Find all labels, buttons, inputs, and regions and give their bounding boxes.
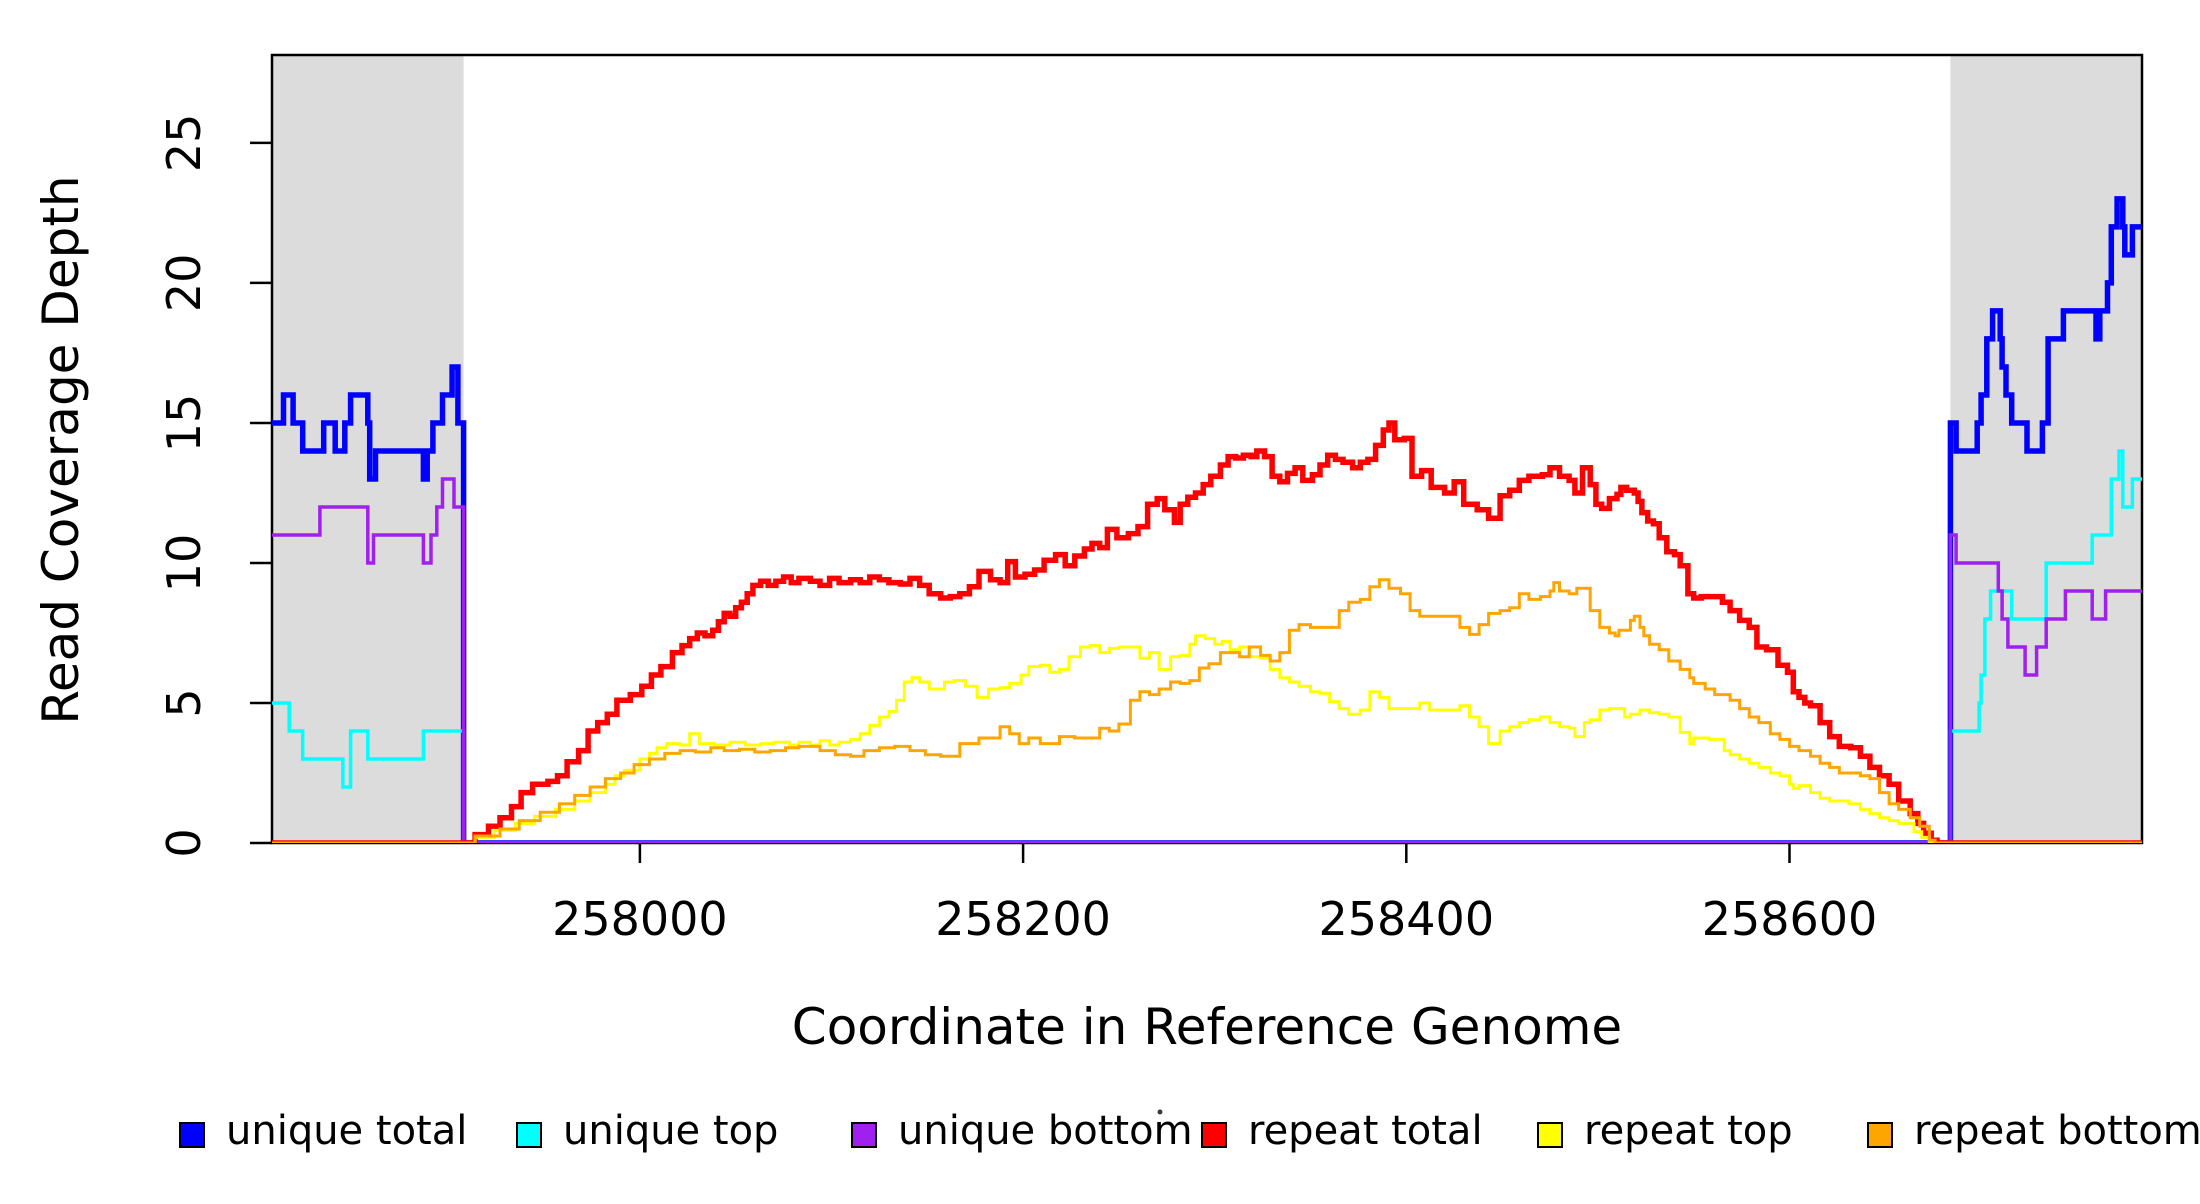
x-tick-label: 258400 bbox=[1318, 892, 1494, 946]
legend-label: unique bottom bbox=[898, 1108, 1193, 1154]
y-tick-label: 5 bbox=[157, 688, 211, 717]
legend-swatch bbox=[1867, 1122, 1893, 1148]
legend-item-unique-total: unique total bbox=[179, 1108, 467, 1154]
shaded-regions bbox=[272, 55, 2142, 843]
series-repeat-bottom bbox=[272, 578, 2142, 843]
y-tick-label: 20 bbox=[157, 254, 211, 313]
legend-swatch bbox=[516, 1122, 542, 1148]
legend-label: repeat bottom bbox=[1914, 1108, 2200, 1154]
x-tick-label: 258000 bbox=[552, 892, 728, 946]
x-axis-title: Coordinate in Reference Genome bbox=[792, 998, 1622, 1056]
y-tick-label: 10 bbox=[157, 534, 211, 593]
legend-label: unique top bbox=[563, 1108, 778, 1154]
legend-swatch bbox=[1537, 1122, 1563, 1148]
legend-item-repeat-bottom: repeat bottom bbox=[1867, 1108, 2200, 1154]
series-unique-top bbox=[272, 449, 2142, 843]
stray-dot-artifact bbox=[1157, 1109, 1163, 1115]
series-unique-bottom bbox=[272, 477, 2142, 843]
series-repeat-top bbox=[272, 634, 2142, 843]
shaded-region-right bbox=[1950, 55, 2142, 843]
legend-swatch bbox=[1201, 1122, 1227, 1148]
legend: unique total unique top unique bottom repea… bbox=[179, 1108, 2200, 1154]
plot-border-box bbox=[270, 53, 2144, 845]
legend-swatch bbox=[179, 1122, 205, 1148]
y-axis-title: Read Coverage Depth bbox=[32, 175, 90, 724]
y-tick-label: 0 bbox=[157, 828, 211, 857]
axes: 258000 258200 258400 258600 0 5 10 15 20 25 bbox=[157, 114, 1877, 946]
series-unique-total bbox=[272, 196, 2142, 843]
x-tick-label: 258600 bbox=[1702, 892, 1878, 946]
legend-item-unique-top: unique top bbox=[516, 1108, 778, 1154]
legend-swatch bbox=[851, 1122, 877, 1148]
y-tick-label: 25 bbox=[157, 114, 211, 173]
y-tick-label: 15 bbox=[157, 394, 211, 453]
legend-item-repeat-total: repeat total bbox=[1201, 1108, 1483, 1154]
plot-border bbox=[270, 53, 2144, 845]
legend-label: repeat total bbox=[1248, 1108, 1483, 1154]
x-tick-label: 258200 bbox=[935, 892, 1111, 946]
coverage-series bbox=[272, 196, 2142, 843]
legend-label: repeat top bbox=[1584, 1108, 1793, 1154]
legend-item-repeat-top: repeat top bbox=[1537, 1108, 1793, 1154]
legend-label: unique total bbox=[226, 1108, 467, 1154]
annotations bbox=[1157, 1109, 1163, 1115]
series-repeat-total bbox=[272, 420, 2142, 843]
legend-item-unique-bottom: unique bottom bbox=[851, 1108, 1193, 1154]
